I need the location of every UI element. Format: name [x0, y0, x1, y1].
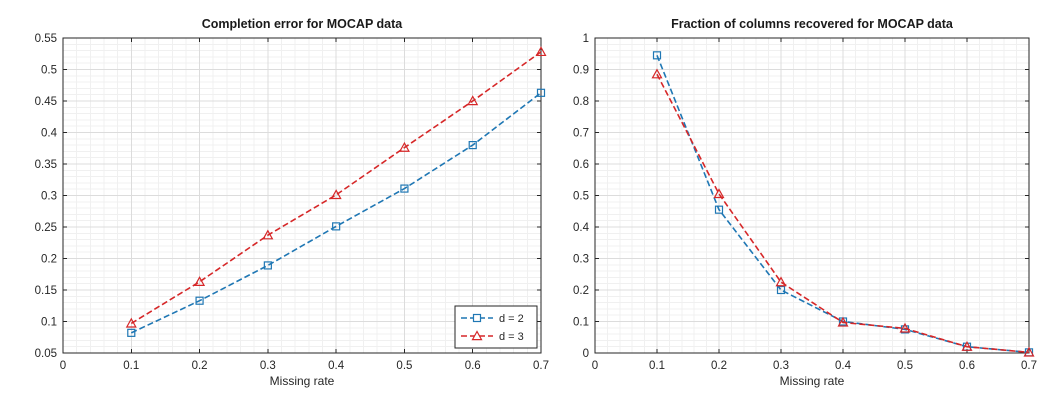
data-point-square	[714, 205, 724, 214]
x-tick-label: 0.6	[959, 360, 975, 372]
series-2	[651, 68, 1035, 357]
major-grid	[62, 37, 542, 354]
x-tick-label: 0.1	[649, 360, 665, 372]
y-tick-label: 0.5	[573, 191, 589, 203]
y-tick-label: 0.9	[573, 65, 589, 77]
y-tick-label: 0.05	[35, 348, 57, 360]
data-point-triangle	[125, 317, 137, 328]
x-tick-label: 0.6	[465, 360, 481, 372]
data-point-square	[127, 328, 136, 337]
data-point-triangle	[713, 188, 725, 199]
x-tick-label: 0.2	[192, 360, 208, 372]
y-tick-label: 0.35	[35, 159, 57, 171]
data-point-square	[652, 51, 662, 60]
y-tick-label: 0.4	[573, 222, 590, 234]
legend-box	[454, 305, 538, 349]
data-point-triangle	[194, 276, 206, 287]
series-line	[130, 51, 542, 325]
series-line	[656, 73, 1030, 354]
data-point-triangle	[837, 316, 849, 327]
data-point-square	[468, 141, 477, 150]
x-tick-label: 0.7	[1021, 360, 1037, 372]
data-point-triangle	[330, 189, 342, 200]
legend-label: d = 2	[499, 313, 524, 325]
data-point-triangle	[775, 276, 787, 287]
y-tick-label: 0	[583, 348, 589, 360]
y-tick-label: 0.6	[573, 159, 589, 171]
data-point-triangle	[467, 95, 479, 106]
y-tick-label: 0.1	[41, 317, 57, 329]
y-tick-label: 0.15	[35, 285, 57, 297]
data-point-square	[400, 184, 409, 193]
data-point-triangle	[398, 141, 410, 152]
data-point-triangle	[899, 322, 911, 333]
chart-2: 0 0.1 0.2 0.3 0.4 0.5 0.6 0.7 0 0.1 0.2 0.3 0.4 0.5 0.…	[573, 17, 1037, 388]
data-point-triangle	[262, 229, 274, 240]
x-tick-label: 0.2	[711, 360, 727, 372]
x-tick-label: 0	[592, 360, 598, 372]
data-point-triangle	[535, 46, 547, 57]
y-tick-label: 0.55	[35, 33, 57, 45]
y-tick-label: 1	[583, 33, 589, 45]
y-tick-label: 0.1	[573, 317, 589, 329]
x-tick-label: 0.4	[328, 360, 345, 372]
legend-marker-square	[472, 313, 482, 323]
y-tick-label: 0.3	[41, 191, 57, 203]
legend-marker-triangle	[471, 330, 483, 341]
series-line	[130, 92, 542, 334]
x-tick-label: 0.3	[773, 360, 789, 372]
data-point-triangle	[1023, 346, 1035, 357]
series-2	[125, 46, 547, 328]
y-tick-label: 0.8	[573, 96, 589, 108]
data-point-square	[263, 261, 272, 270]
x-tick-label: 0.1	[123, 360, 139, 372]
y-tick-label: 0.2	[573, 285, 589, 297]
y-tick-label: 0.2	[41, 254, 57, 266]
x-tick-label: 0.3	[260, 360, 276, 372]
legend: d = 2 d = 3	[454, 305, 538, 349]
x-tick-label: 0	[60, 360, 66, 372]
chart-title: Fraction of columns recovered for MOCAP …	[671, 17, 954, 31]
data-point-triangle	[961, 340, 973, 351]
x-tick-label: 0.5	[897, 360, 913, 372]
data-point-square	[536, 88, 546, 97]
legend-label: d = 3	[499, 331, 524, 343]
series-1	[127, 88, 546, 337]
x-axis-label: Missing rate	[780, 374, 845, 388]
tick-marks	[62, 37, 542, 354]
y-tick-label: 0.4	[41, 128, 58, 140]
y-tick-label: 0.25	[35, 222, 57, 234]
chart-title: Completion error for MOCAP data	[202, 17, 404, 31]
data-point-square	[195, 296, 204, 305]
data-point-square	[776, 285, 786, 295]
x-axis-label: Missing rate	[270, 374, 335, 388]
data-point-triangle	[651, 68, 663, 79]
y-tick-label: 0.45	[35, 96, 57, 108]
x-tick-label: 0.5	[396, 360, 412, 372]
x-tick-label: 0.4	[835, 360, 852, 372]
y-tick-label: 0.3	[573, 254, 589, 266]
data-point-square	[332, 222, 341, 231]
chart-1: 0 0.1 0.2 0.3 0.4 0.5 0.6 0.7 0.05 0.1 0.15 0.2 0.25…	[35, 17, 549, 388]
x-tick-label: 0.7	[533, 360, 549, 372]
y-tick-label: 0.7	[573, 128, 589, 140]
y-tick-label: 0.5	[41, 65, 57, 77]
